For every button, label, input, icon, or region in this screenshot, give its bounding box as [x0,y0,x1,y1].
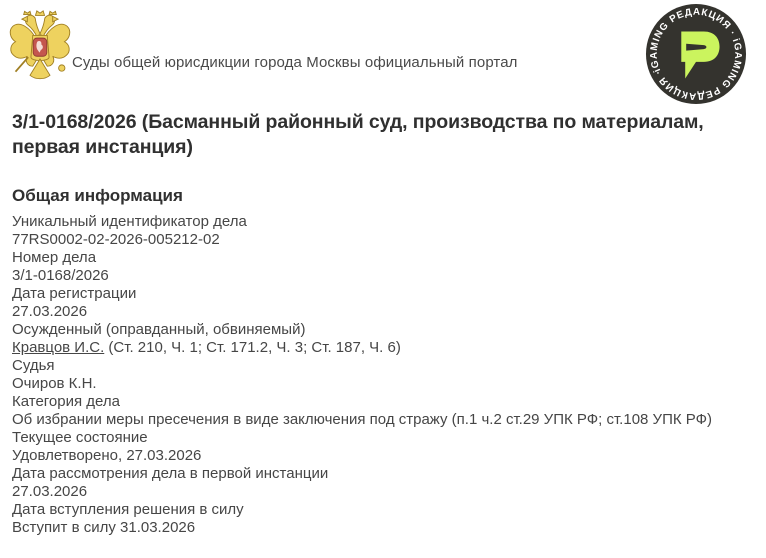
case-page-content: 3/1-0168/2026 (Басманный районный суд, п… [0,110,766,537]
defendant-articles: (Ст. 210, Ч. 1; Ст. 171.2, Ч. 3; Ст. 187… [104,339,401,356]
field-value: Вступит в силу 31.03.2026 [12,519,196,536]
case-title: 3/1-0168/2026 (Басманный районный суд, п… [12,111,704,158]
field-label: Номер дела [12,249,97,266]
igaming-redakcia-badge-icon: iGAMING РЕДАКЦИЯ · iGAMING РЕДАКЦИЯ · [645,3,747,105]
field-first-instance-hearing-date: Дата рассмотрения дела в первой инстанци… [12,465,756,501]
defendant-link[interactable]: Кравцов И.С. [12,339,105,356]
case-fields-list: Уникальный идентификатор дела 77RS0002-0… [12,213,756,537]
field-judge: Судья Очиров К.Н. [12,357,756,393]
section-heading-general-info: Общая информация [12,186,183,205]
portal-title: Суды общей юрисдикции города Москвы офиц… [72,54,518,71]
field-unique-case-id: Уникальный идентификатор дела 77RS0002-0… [12,213,756,249]
field-case-category: Категория дела Об избрании меры пресечен… [12,393,756,429]
field-label: Текущее состояние [12,429,148,446]
field-label: Дата регистрации [12,285,137,302]
field-label: Уникальный идентификатор дела [12,213,247,230]
field-value: 27.03.2026 [12,483,88,500]
field-case-number: Номер дела 3/1-0168/2026 [12,249,756,285]
field-label: Судья [12,357,55,374]
field-label: Категория дела [12,393,120,410]
field-value: 77RS0002-02-2026-005212-02 [12,231,220,248]
badge-letter-p [681,31,720,79]
field-value: Удовлетворено, 27.03.2026 [12,447,202,464]
field-value: Об избрании меры пресечения в виде заклю… [12,411,712,428]
portal-header: Суды общей юрисдикции города Москвы офиц… [0,0,766,105]
field-current-state: Текущее состояние Удовлетворено, 27.03.2… [12,429,756,465]
russia-coat-of-arms-icon [9,10,71,80]
field-label: Дата рассмотрения дела в первой инстанци… [12,465,329,482]
field-label: Осужденный (оправданный, обвиняемый) [12,321,306,338]
field-label: Дата вступления решения в силу [12,501,244,518]
field-value: Очиров К.Н. [12,375,97,392]
field-value: 27.03.2026 [12,303,88,320]
portal-logo-link[interactable]: Суды общей юрисдикции города Москвы офиц… [0,0,560,100]
field-value: 3/1-0168/2026 [12,267,109,284]
field-decision-effective-date: Дата вступления решения в силу Вступит в… [12,501,756,537]
field-value: Кравцов И.С. (Ст. 210, Ч. 1; Ст. 171.2, … [12,339,756,357]
field-defendant: Осужденный (оправданный, обвиняемый) Кра… [12,321,756,357]
field-registration-date: Дата регистрации 27.03.2026 [12,285,756,321]
